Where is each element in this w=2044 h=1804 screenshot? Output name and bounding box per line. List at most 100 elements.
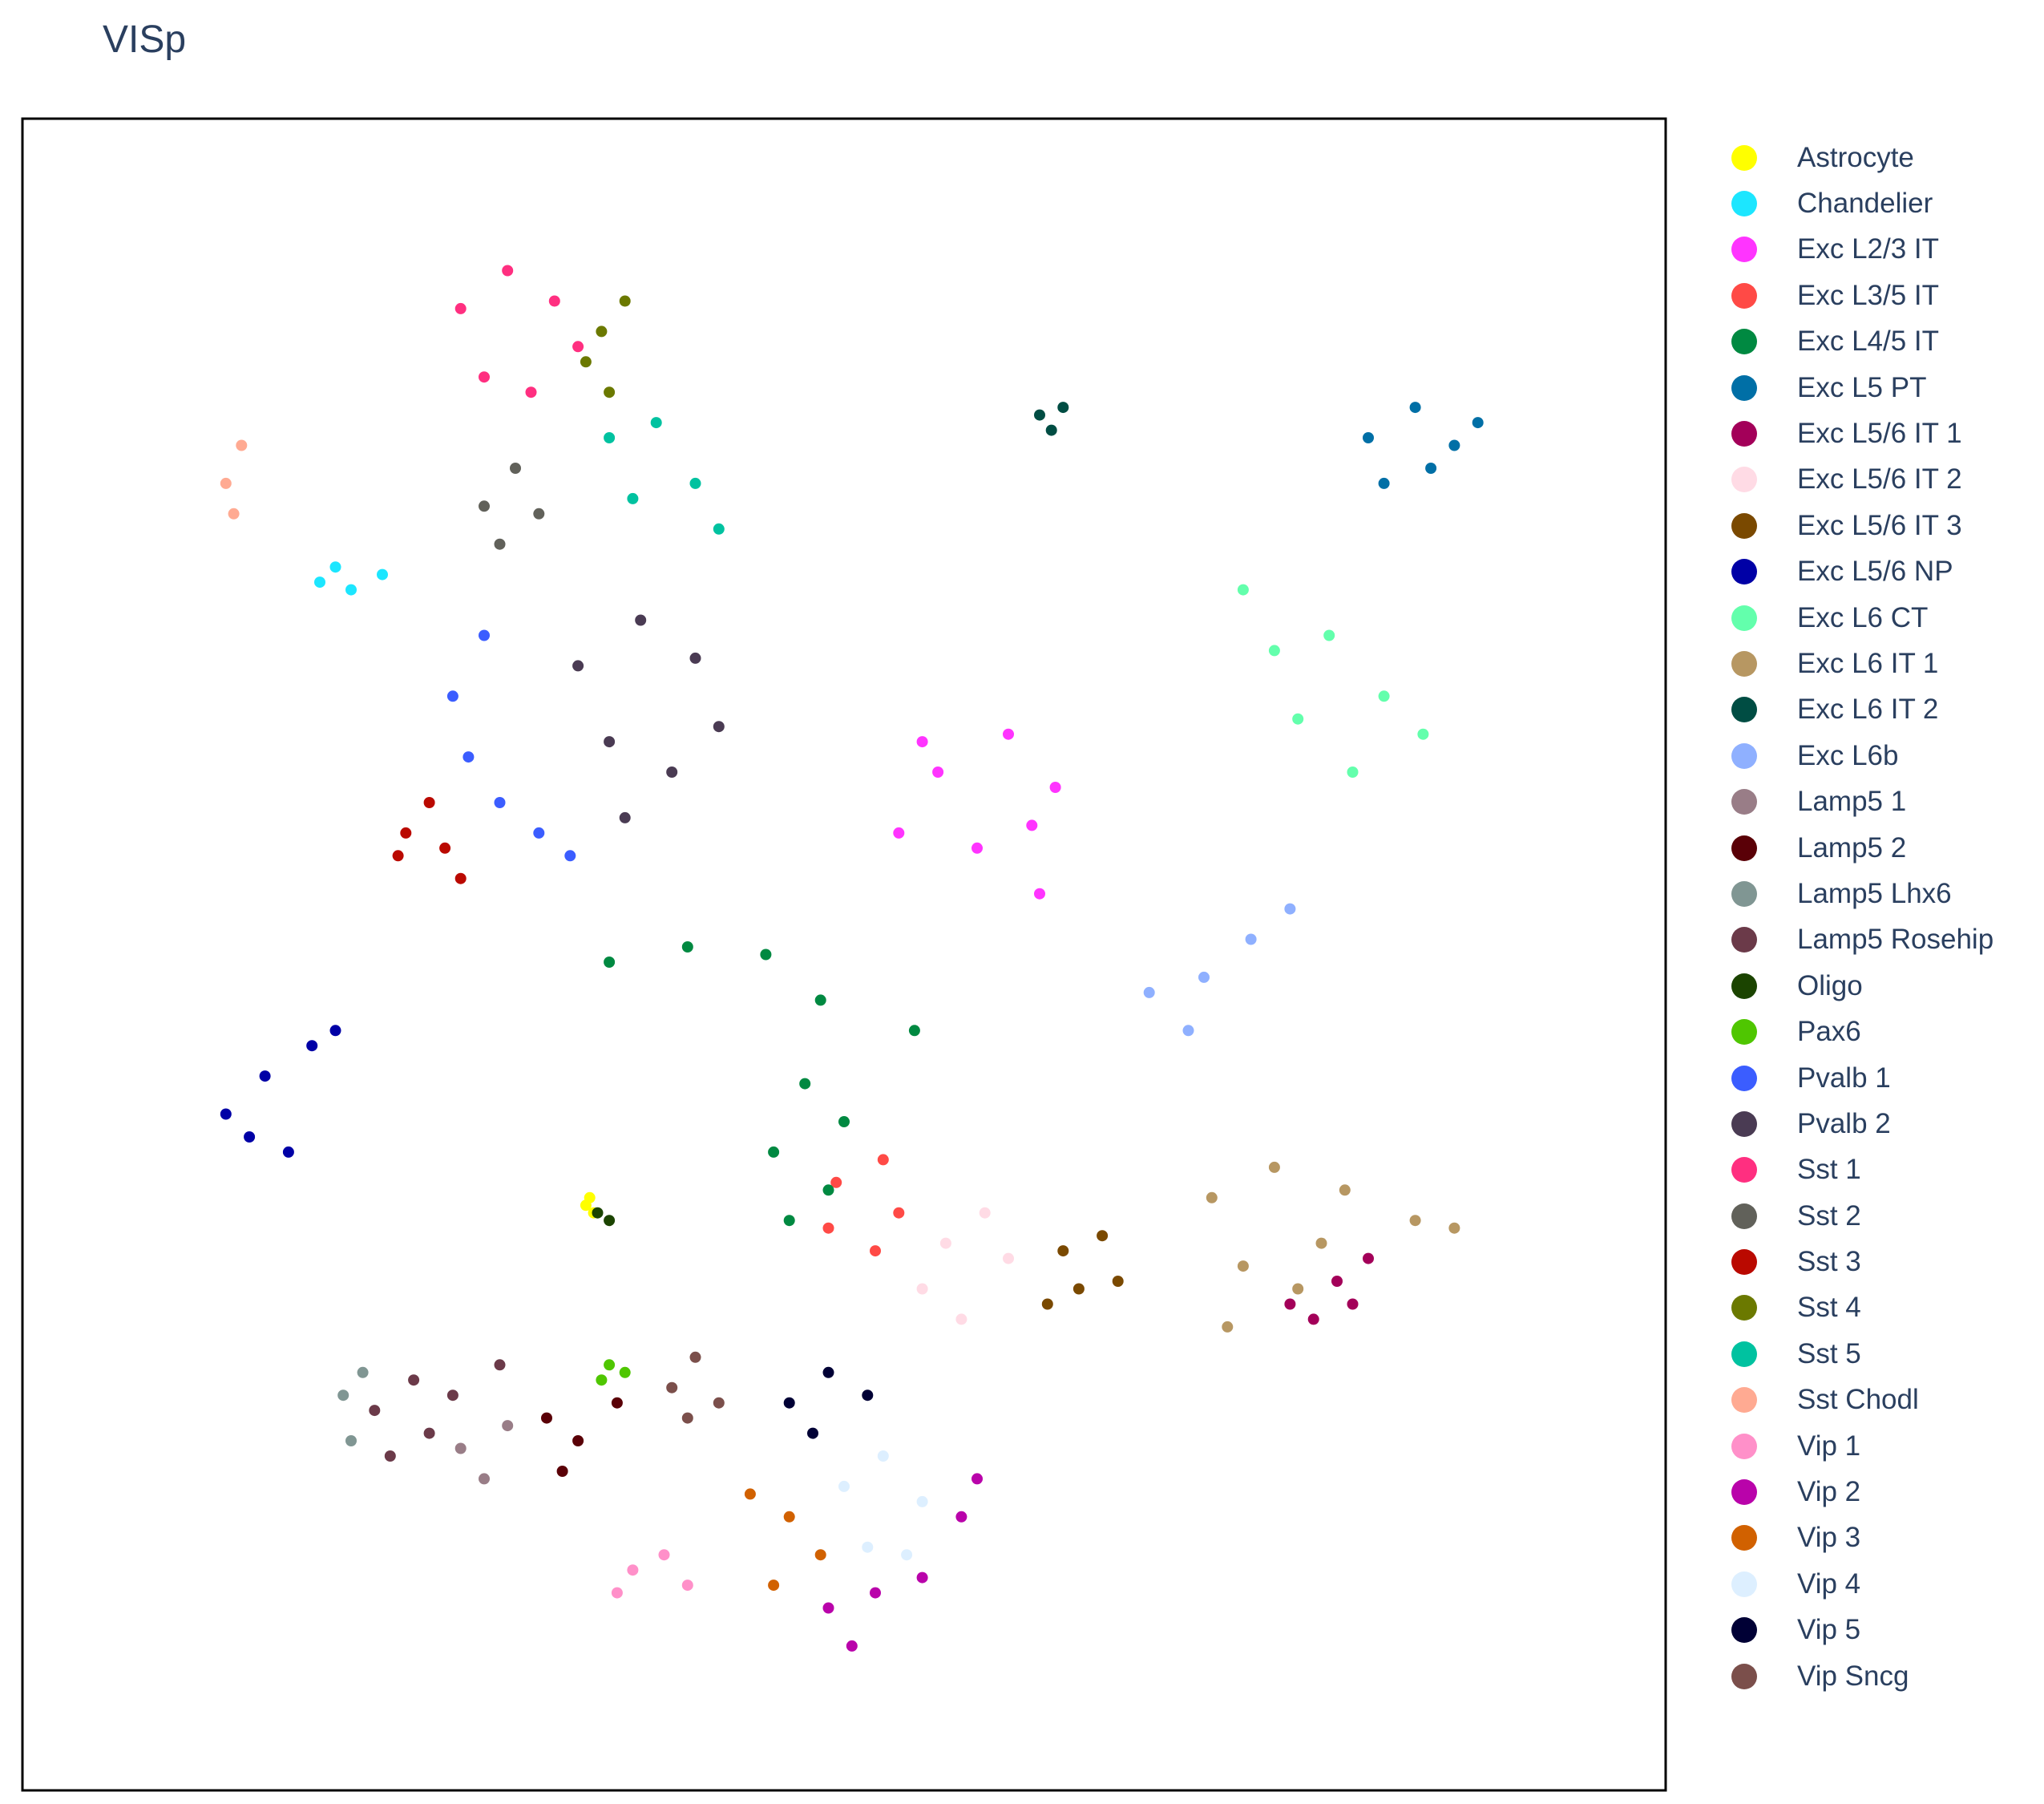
point-sst-3-4[interactable] xyxy=(439,842,451,854)
legend-item-exc-l6b[interactable]: Exc L6b xyxy=(1723,733,1994,779)
legend-item-sst-4[interactable]: Sst 4 xyxy=(1723,1285,1994,1331)
point-exc-l3-5-it-2[interactable] xyxy=(893,1207,905,1219)
point-sst-3-0[interactable] xyxy=(392,850,404,862)
point-exc-l6-it-1-6[interactable] xyxy=(1222,1321,1234,1333)
point-sst-5-0[interactable] xyxy=(604,432,616,443)
point-exc-l5-6-it-3-0[interactable] xyxy=(1057,1245,1069,1257)
point-lamp5-2-1[interactable] xyxy=(572,1435,584,1446)
point-exc-l6-ct-3[interactable] xyxy=(1292,713,1304,725)
point-lamp5-lhx6-1[interactable] xyxy=(345,1435,357,1446)
point-exc-l2-3-it-4[interactable] xyxy=(972,842,983,854)
point-exc-l5-6-np-1[interactable] xyxy=(259,1070,271,1082)
point-sst-2-1[interactable] xyxy=(510,463,521,474)
point-exc-l5-6-np-5[interactable] xyxy=(244,1131,256,1143)
point-exc-l4-5-it-8[interactable] xyxy=(783,1215,795,1227)
legend-item-vip-2[interactable]: Vip 2 xyxy=(1723,1469,1994,1515)
point-vip-5-2[interactable] xyxy=(862,1389,874,1402)
point-vip-1-3[interactable] xyxy=(611,1587,623,1599)
point-exc-l5-6-np-0[interactable] xyxy=(220,1108,232,1120)
point-exc-l5-6-it-2-2[interactable] xyxy=(916,1283,928,1295)
point-exc-l4-5-it-1[interactable] xyxy=(681,941,693,953)
legend-item-sst-3[interactable]: Sst 3 xyxy=(1723,1239,1994,1284)
point-oligo-0[interactable] xyxy=(592,1207,604,1219)
point-vip-2-4[interactable] xyxy=(972,1473,983,1485)
point-exc-l6-it-1-3[interactable] xyxy=(1409,1215,1421,1227)
point-sst-3-2[interactable] xyxy=(454,872,467,884)
point-exc-l6-it-2-0[interactable] xyxy=(1034,409,1045,421)
point-exc-l6-it-1-0[interactable] xyxy=(1206,1191,1218,1203)
point-astrocyte-2[interactable] xyxy=(584,1191,596,1203)
point-vip-1-2[interactable] xyxy=(681,1580,693,1592)
point-exc-l4-5-it-7[interactable] xyxy=(822,1184,834,1196)
point-pvalb-2-6[interactable] xyxy=(713,721,725,733)
point-exc-l5-6-it-2-1[interactable] xyxy=(979,1207,991,1219)
legend-item-astrocyte[interactable]: Astrocyte xyxy=(1723,135,1994,180)
legend-item-exc-l3-5-it[interactable]: Exc L3/5 IT xyxy=(1723,273,1994,318)
point-pax6-0[interactable] xyxy=(604,1359,616,1371)
point-sst-1-4[interactable] xyxy=(525,386,537,398)
point-lamp5-2-3[interactable] xyxy=(556,1466,568,1477)
point-exc-l6-it-1-5[interactable] xyxy=(1292,1283,1304,1295)
point-sst-4-2[interactable] xyxy=(604,386,616,398)
point-exc-l5-6-it-1-4[interactable] xyxy=(1347,1298,1359,1310)
point-exc-l4-5-it-6[interactable] xyxy=(768,1146,780,1158)
point-pvalb-2-4[interactable] xyxy=(666,766,678,778)
point-vip-3-2[interactable] xyxy=(814,1549,826,1561)
point-pax6-1[interactable] xyxy=(619,1366,631,1378)
point-oligo-1[interactable] xyxy=(604,1215,616,1227)
point-vip-4-3[interactable] xyxy=(862,1541,874,1553)
legend-item-exc-l4-5-it[interactable]: Exc L4/5 IT xyxy=(1723,319,1994,365)
point-sst-chodl-0[interactable] xyxy=(220,477,232,489)
point-exc-l5-6-it-1-0[interactable] xyxy=(1284,1298,1296,1310)
point-exc-l4-5-it-4[interactable] xyxy=(799,1078,811,1090)
point-sst-4-1[interactable] xyxy=(619,295,631,307)
point-sst-3-3[interactable] xyxy=(400,827,412,839)
point-lamp5-2-2[interactable] xyxy=(611,1397,623,1409)
point-pvalb-2-5[interactable] xyxy=(619,811,631,823)
point-exc-l3-5-it-0[interactable] xyxy=(830,1176,842,1188)
point-sst-4-0[interactable] xyxy=(596,326,608,338)
point-pvalb-1-4[interactable] xyxy=(564,850,576,862)
point-vip-5-3[interactable] xyxy=(807,1427,818,1439)
point-vip-2-5[interactable] xyxy=(846,1640,858,1652)
point-vip-sncg-2[interactable] xyxy=(713,1397,725,1409)
legend-item-oligo[interactable]: Oligo xyxy=(1723,963,1994,1009)
point-sst-2-3[interactable] xyxy=(494,538,506,550)
point-pvalb-2-3[interactable] xyxy=(604,736,616,748)
point-sst-2-2[interactable] xyxy=(533,508,545,520)
point-exc-l6-ct-6[interactable] xyxy=(1237,584,1249,596)
point-exc-l5-6-it-1-2[interactable] xyxy=(1363,1252,1374,1264)
legend-item-lamp5-2[interactable]: Lamp5 2 xyxy=(1723,825,1994,871)
point-vip-1-1[interactable] xyxy=(658,1549,670,1561)
point-exc-l4-5-it-5[interactable] xyxy=(838,1116,850,1127)
point-exc-l4-5-it-2[interactable] xyxy=(760,949,772,961)
point-exc-l2-3-it-2[interactable] xyxy=(1049,782,1061,793)
point-lamp5-lhx6-2[interactable] xyxy=(357,1366,369,1378)
point-exc-l4-5-it-0[interactable] xyxy=(604,957,616,968)
point-exc-l2-3-it-6[interactable] xyxy=(916,736,928,748)
point-exc-l6b-2[interactable] xyxy=(1245,933,1257,945)
point-exc-l4-5-it-9[interactable] xyxy=(908,1025,920,1037)
legend-item-exc-l6-ct[interactable]: Exc L6 CT xyxy=(1723,595,1994,641)
point-vip-5-1[interactable] xyxy=(822,1366,834,1378)
legend-item-exc-l2-3-it[interactable]: Exc L2/3 IT xyxy=(1723,227,1994,273)
point-sst-5-2[interactable] xyxy=(689,477,701,489)
point-sst-1-1[interactable] xyxy=(502,265,514,277)
point-exc-l5-6-np-4[interactable] xyxy=(282,1146,294,1158)
legend-item-pvalb-1[interactable]: Pvalb 1 xyxy=(1723,1055,1994,1101)
point-vip-5-0[interactable] xyxy=(783,1397,795,1409)
point-pvalb-2-2[interactable] xyxy=(689,652,701,664)
legend-item-chandelier[interactable]: Chandelier xyxy=(1723,180,1994,226)
legend-item-sst-chodl[interactable]: Sst Chodl xyxy=(1723,1377,1994,1423)
point-vip-4-0[interactable] xyxy=(838,1480,850,1492)
legend-item-lamp5-rosehip[interactable]: Lamp5 Rosehip xyxy=(1723,917,1994,963)
point-exc-l6-ct-5[interactable] xyxy=(1417,728,1429,740)
point-pvalb-1-5[interactable] xyxy=(479,629,490,641)
point-vip-2-0[interactable] xyxy=(822,1602,834,1614)
legend-item-exc-l6-it-2[interactable]: Exc L6 IT 2 xyxy=(1723,687,1994,733)
legend-item-lamp5-1[interactable]: Lamp5 1 xyxy=(1723,779,1994,824)
legend-item-exc-l6-it-1[interactable]: Exc L6 IT 1 xyxy=(1723,641,1994,686)
point-vip-3-1[interactable] xyxy=(783,1511,795,1523)
point-exc-l5-6-it-1-1[interactable] xyxy=(1331,1276,1343,1287)
legend-item-vip-5[interactable]: Vip 5 xyxy=(1723,1608,1994,1653)
